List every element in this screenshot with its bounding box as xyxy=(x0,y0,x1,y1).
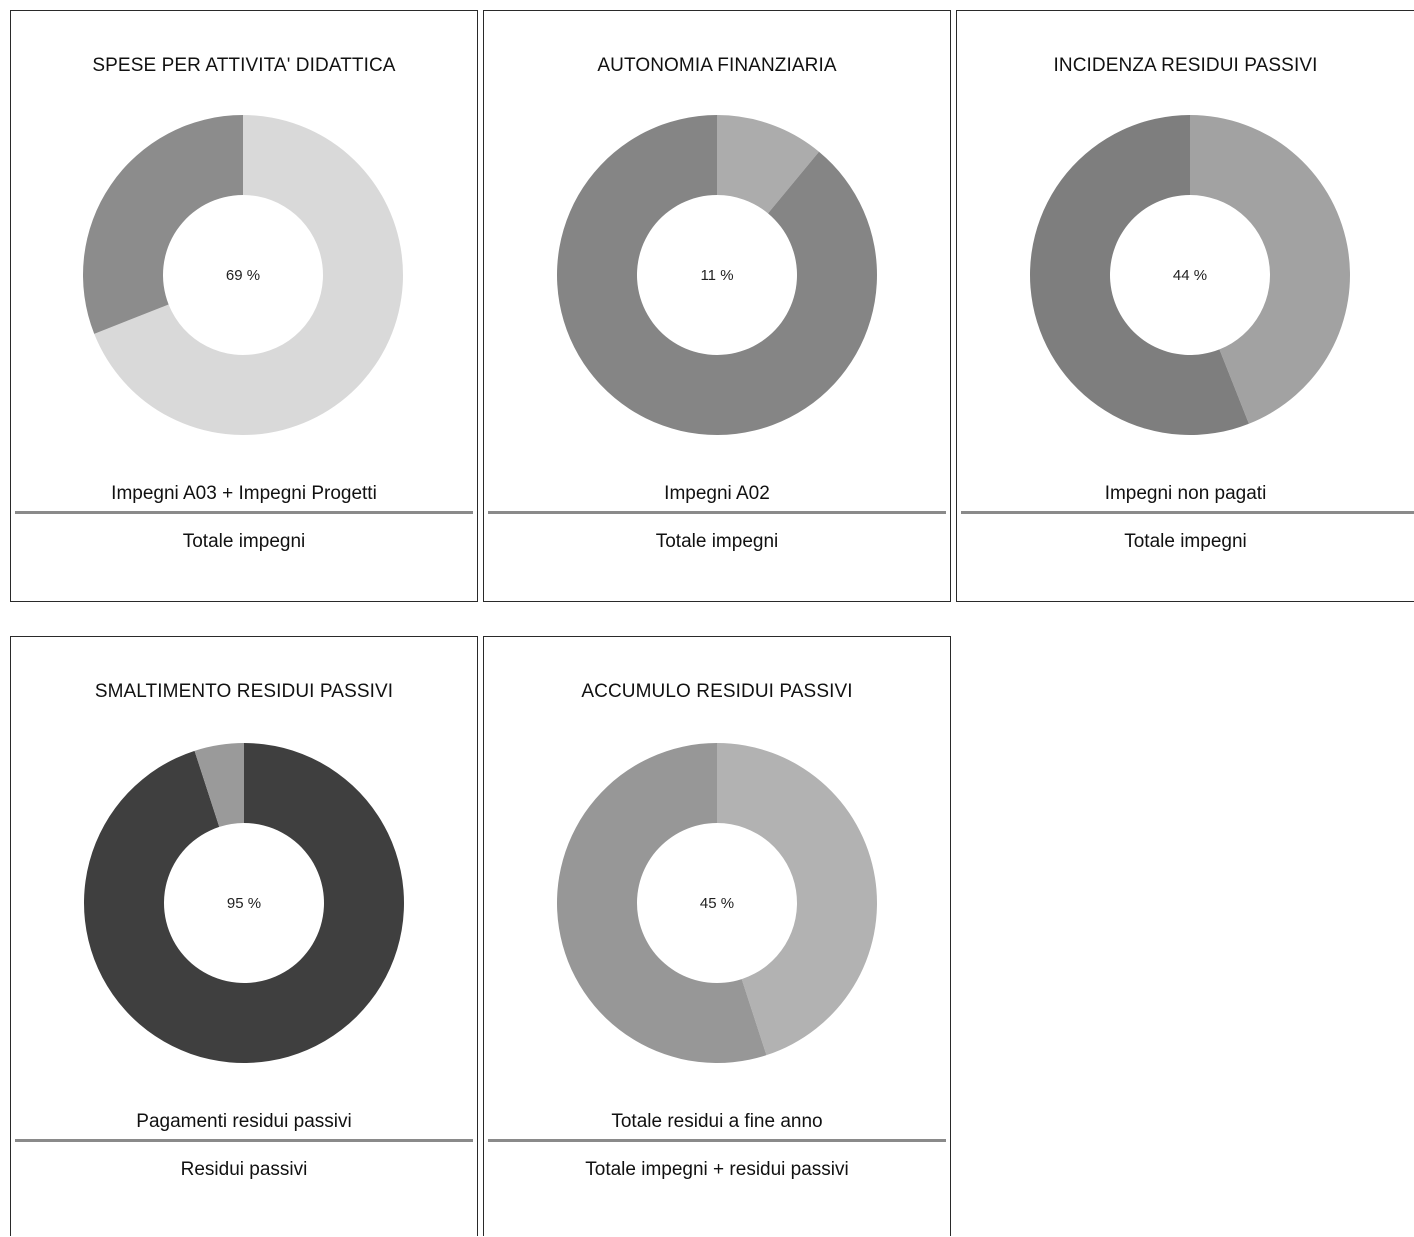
donut-chart: 95 % xyxy=(83,743,404,1063)
fraction-divider xyxy=(15,511,473,514)
denominator-label: Residui passivi xyxy=(180,1159,308,1180)
fraction-divider xyxy=(961,511,1414,514)
percentage-label: 45 % xyxy=(700,895,734,912)
fraction-divider xyxy=(15,1139,473,1142)
fraction-divider xyxy=(488,511,946,514)
percentage-label: 44 % xyxy=(1173,267,1207,284)
denominator-label: Totale impegni xyxy=(182,531,306,552)
numerator-label: Impegni A03 + Impegni Progetti xyxy=(111,483,377,504)
donut-chart: 69 % xyxy=(83,115,404,435)
percentage-label: 95 % xyxy=(227,895,261,912)
numerator-label: Impegni non pagati xyxy=(1104,483,1267,504)
denominator-label: Totale impegni + residui passivi xyxy=(585,1159,849,1180)
fraction-divider xyxy=(488,1139,946,1142)
donut-slice-value xyxy=(1190,115,1350,424)
donut-slice-value xyxy=(83,743,404,1063)
indicator-card-spese-didattica: SPESE PER ATTIVITA' DIDATTICA 69 % Impeg… xyxy=(10,10,478,602)
chart-title: SMALTIMENTO RESIDUI PASSIVI xyxy=(94,681,394,702)
numerator-label: Pagamenti residui passivi xyxy=(136,1111,352,1132)
donut-slice-remainder xyxy=(83,115,244,334)
chart-title: SPESE PER ATTIVITA' DIDATTICA xyxy=(92,55,396,76)
denominator-label: Totale impegni xyxy=(655,531,779,552)
chart-title: ACCUMULO RESIDUI PASSIVI xyxy=(581,681,853,702)
donut-slice-remainder xyxy=(194,743,244,827)
percentage-label: 11 % xyxy=(700,267,733,284)
chart-title: AUTONOMIA FINANZIARIA xyxy=(597,55,837,76)
donut-slice-value xyxy=(717,743,877,1056)
denominator-label: Totale impegni xyxy=(1124,531,1247,552)
donut-slice-remainder xyxy=(557,115,877,436)
donut-slice-remainder xyxy=(1030,115,1249,435)
numerator-label: Impegni A02 xyxy=(664,483,770,504)
donut-slice-value xyxy=(94,115,404,435)
chart-title: INCIDENZA RESIDUI PASSIVI xyxy=(1053,55,1318,76)
donut-chart: 45 % xyxy=(557,743,877,1063)
indicator-card-autonomia-finanziaria: AUTONOMIA FINANZIARIA 11 % Impegni A02 T… xyxy=(483,10,951,602)
indicator-card-incidenza-residui: INCIDENZA RESIDUI PASSIVI 44 % Impegni n… xyxy=(956,10,1414,602)
indicator-card-accumulo-residui: ACCUMULO RESIDUI PASSIVI 45 % Totale res… xyxy=(483,636,951,1236)
donut-slice-remainder xyxy=(557,743,767,1063)
donut-chart: 11 % xyxy=(557,115,877,436)
numerator-label: Totale residui a fine anno xyxy=(611,1111,823,1132)
donut-chart: 44 % xyxy=(1030,115,1350,435)
donut-slice-value xyxy=(717,115,819,214)
indicator-card-smaltimento-residui: SMALTIMENTO RESIDUI PASSIVI 95 % Pagamen… xyxy=(10,636,478,1236)
percentage-label: 69 % xyxy=(226,267,260,284)
